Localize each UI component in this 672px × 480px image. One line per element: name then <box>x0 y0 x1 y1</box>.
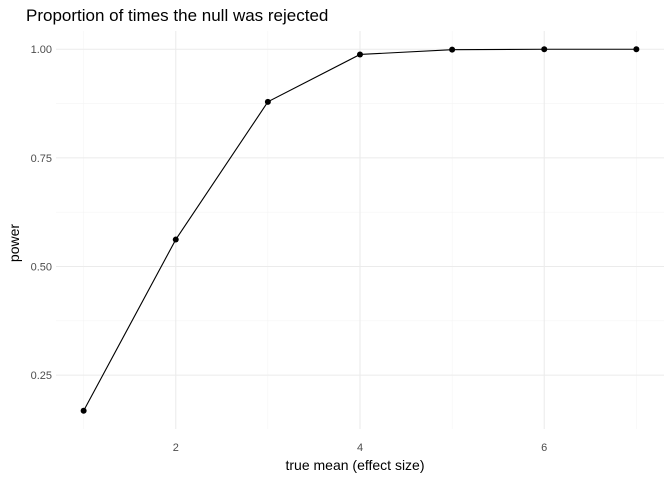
data-point <box>264 98 271 105</box>
major-gridlines <box>56 31 664 429</box>
y-tick-label: 0.25 <box>31 370 52 382</box>
data-point <box>449 46 456 53</box>
y-tick-label: 1.00 <box>31 44 52 56</box>
x-tick-label: 4 <box>357 442 363 454</box>
y-axis-title: power <box>6 224 22 262</box>
data-point <box>357 51 363 58</box>
data-point <box>172 236 179 243</box>
y-tick-label: 0.50 <box>31 261 52 273</box>
x-tick-label: 6 <box>541 442 547 454</box>
x-tick-label: 2 <box>173 442 179 454</box>
data-point <box>633 46 640 53</box>
x-axis-ticks: 2 4 6 <box>173 442 548 454</box>
y-tick-label: 0.75 <box>31 153 52 165</box>
chart-title: Proportion of times the null was rejecte… <box>26 6 328 25</box>
data-point <box>80 407 87 414</box>
data-point <box>541 46 548 53</box>
x-axis-title: true mean (effect size) <box>285 457 424 473</box>
y-axis-ticks: 0.25 0.50 0.75 1.00 <box>31 44 52 382</box>
data-points <box>80 46 640 414</box>
